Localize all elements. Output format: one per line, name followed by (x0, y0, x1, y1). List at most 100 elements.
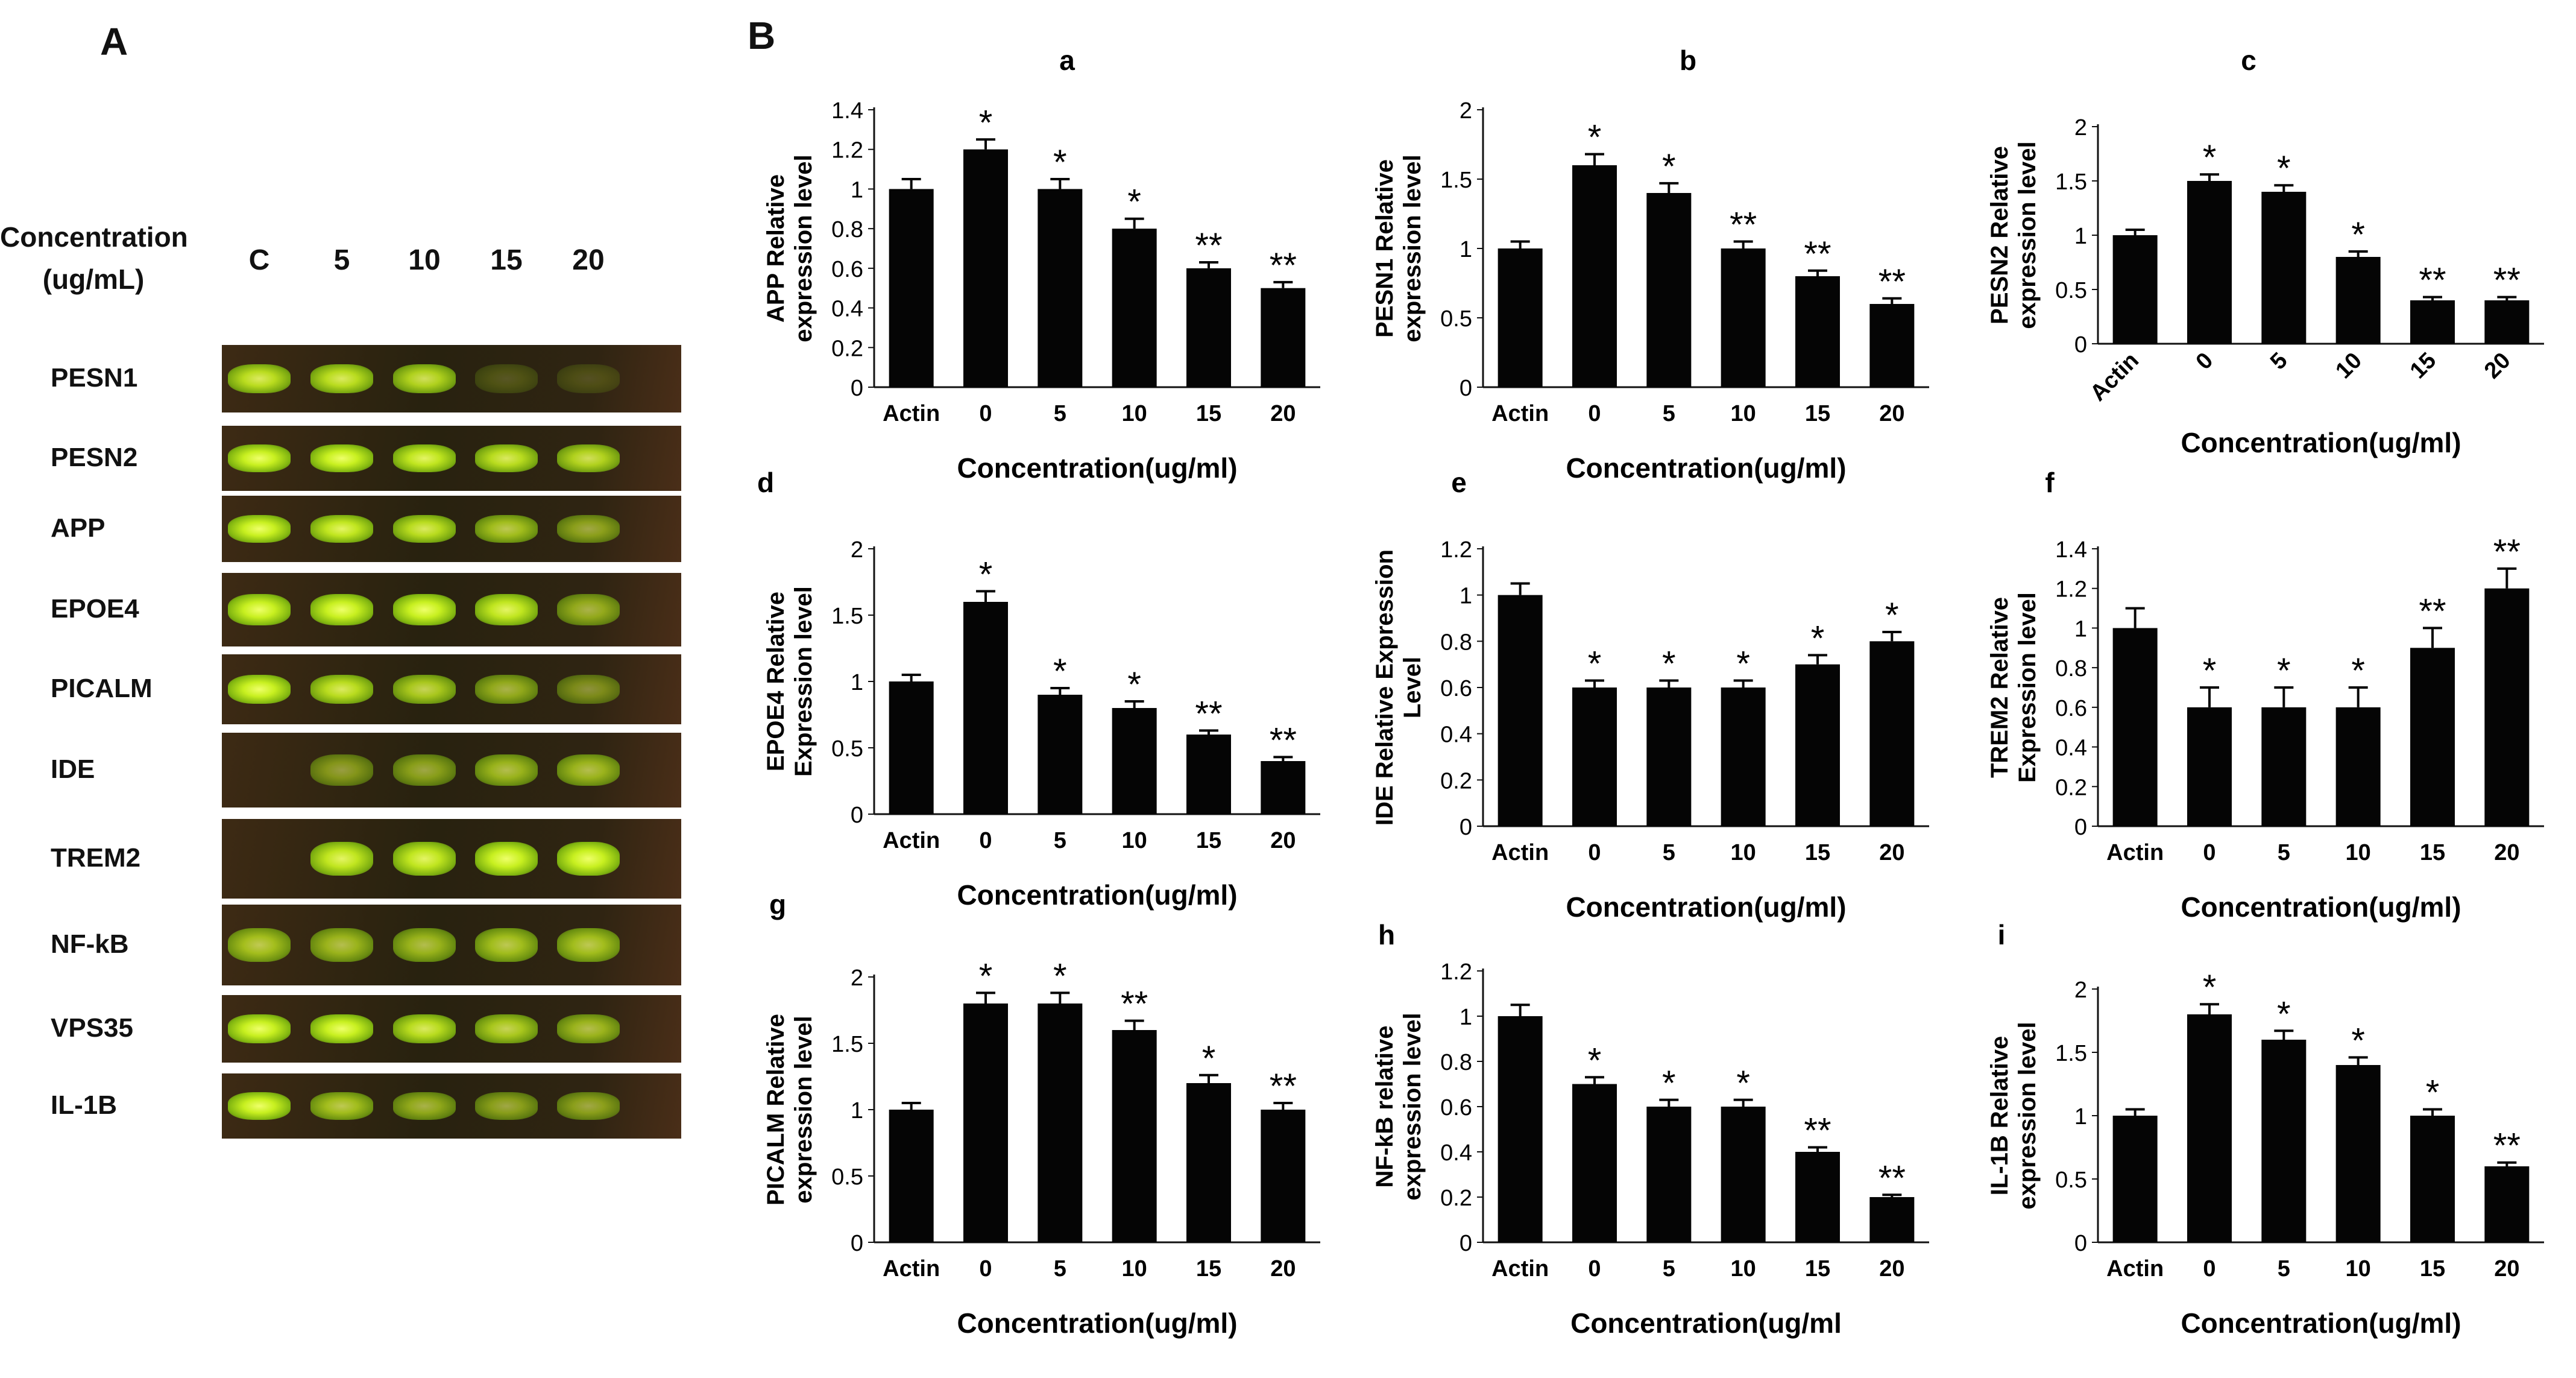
x-tick-label: 5 (1054, 401, 1066, 426)
significance-marker: * (1736, 1064, 1750, 1103)
x-axis-label: Concentration(ug/ml) (957, 452, 1237, 484)
significance-marker: ** (1195, 226, 1222, 265)
y-tick-label: 1.2 (1440, 959, 1472, 985)
significance-marker: ** (2493, 261, 2521, 300)
gel-band (557, 1092, 620, 1120)
x-tick-label: 20 (2480, 348, 2516, 384)
bar (1186, 268, 1231, 387)
gel-band (310, 754, 373, 786)
significance-marker: * (1662, 147, 1676, 186)
bar (2261, 707, 2307, 826)
x-axis-label: Concentration(ug/ml) (2181, 891, 2461, 923)
y-tick-label: 1.4 (831, 98, 863, 124)
x-tick-label: 0 (979, 401, 992, 426)
bar (2335, 257, 2381, 344)
gel-band (557, 1014, 620, 1043)
x-tick-label: 20 (1879, 1256, 1904, 1282)
gel-band (475, 514, 538, 543)
y-tick-label: 0 (851, 1231, 863, 1256)
bar-chart-c: c 0 0.5 1 1.5 2 PESN2 Relativeexpression level… (1965, 42, 2568, 464)
gel-band (557, 514, 620, 543)
gel-row-label: PICALM (51, 674, 153, 703)
y-tick-label: 0 (1460, 376, 1472, 401)
gel-strip (222, 426, 681, 491)
y-tick-label: 2 (851, 537, 863, 563)
y-axis-label-line: PESN2 Relative (1986, 146, 2013, 324)
significance-marker: * (1588, 118, 1602, 157)
gel-band (310, 1014, 373, 1043)
gel-row-label: NF-kB (51, 929, 129, 959)
y-axis-label: PICALM Relativeexpression level (763, 1014, 817, 1206)
gel-band (557, 364, 620, 393)
significance-marker: * (2351, 1021, 2365, 1060)
y-tick-label: 0.4 (2055, 736, 2087, 761)
y-axis-label-line: expression level (1399, 154, 1426, 342)
bar (1646, 687, 1692, 826)
x-tick-label: Actin (1491, 840, 1549, 865)
x-axis-label: Concentration(ug/ml) (2181, 427, 2461, 458)
y-axis-label-line: EPOE4 Relative (763, 592, 789, 771)
gel-band (310, 514, 373, 543)
x-tick-label: 5 (1054, 1256, 1066, 1282)
gel-row-label: PESN2 (51, 443, 138, 472)
y-axis-label-line: Level (1399, 657, 1426, 718)
x-tick-label: 20 (2494, 1256, 2519, 1282)
bar (963, 149, 1008, 387)
x-tick-label: Actin (1491, 401, 1549, 426)
x-tick-label: 10 (2346, 840, 2371, 865)
y-tick-label: 0.4 (831, 297, 863, 322)
x-tick-label: 10 (1731, 401, 1756, 426)
bar (2187, 707, 2232, 826)
x-tick-label: 0 (2203, 1256, 2215, 1282)
gel-header-line1: Concentration (0, 221, 188, 253)
y-axis-label-line: expression level (1399, 1013, 1426, 1200)
significance-marker: * (2203, 651, 2217, 691)
chart-svg: c 0 0.5 1 1.5 2 PESN2 Relativeexpression level… (1986, 45, 2544, 458)
significance-marker: * (1662, 1064, 1676, 1103)
gel-lane-header: C (248, 244, 270, 276)
x-tick-label: 10 (1731, 1256, 1756, 1282)
significance-marker: * (1127, 183, 1141, 222)
x-tick-label: 20 (1270, 1256, 1296, 1282)
bar (963, 602, 1008, 814)
gel-band (475, 444, 538, 472)
significance-marker: * (979, 103, 993, 142)
gel-row-label: PESN1 (51, 363, 138, 393)
bar (1261, 288, 1306, 387)
gel-band (310, 674, 373, 704)
gel-band (393, 1092, 456, 1120)
gel-band (393, 514, 456, 543)
x-tick-label: 0 (1588, 840, 1601, 865)
significance-marker: * (1736, 645, 1750, 684)
panel-label-b: B (748, 14, 776, 57)
bar (2410, 300, 2455, 344)
gel-band (310, 444, 373, 472)
y-tick-label: 0 (2074, 815, 2087, 840)
chart-letter: a (1059, 45, 1075, 76)
gel-band (475, 1014, 538, 1043)
significance-marker: ** (1195, 694, 1222, 733)
y-tick-label: 1.5 (2055, 1041, 2087, 1066)
gel-band (228, 514, 291, 543)
chart-letter: h (1378, 919, 1395, 950)
significance-marker: ** (1804, 235, 1831, 274)
y-tick-label: 1.5 (831, 604, 863, 629)
gel-row-label: IL-1B (51, 1090, 117, 1120)
y-axis-label-line: Expression level (790, 586, 817, 777)
bar (2112, 628, 2158, 826)
gel-strip (222, 654, 681, 724)
gel-band (557, 842, 620, 876)
y-tick-label: 0.4 (1440, 722, 1472, 748)
gel-band (310, 1092, 373, 1120)
gel-band (310, 594, 373, 625)
significance-marker: ** (2419, 261, 2446, 300)
significance-marker: * (1811, 619, 1825, 658)
y-tick-label: 0.2 (831, 336, 863, 361)
bar (1869, 1197, 1915, 1242)
x-tick-label: 15 (1196, 401, 1221, 426)
bar (1572, 165, 1617, 387)
significance-marker: * (979, 555, 993, 594)
chart-letter: g (769, 889, 786, 920)
gel-band (557, 754, 620, 786)
significance-marker: * (1053, 652, 1067, 691)
